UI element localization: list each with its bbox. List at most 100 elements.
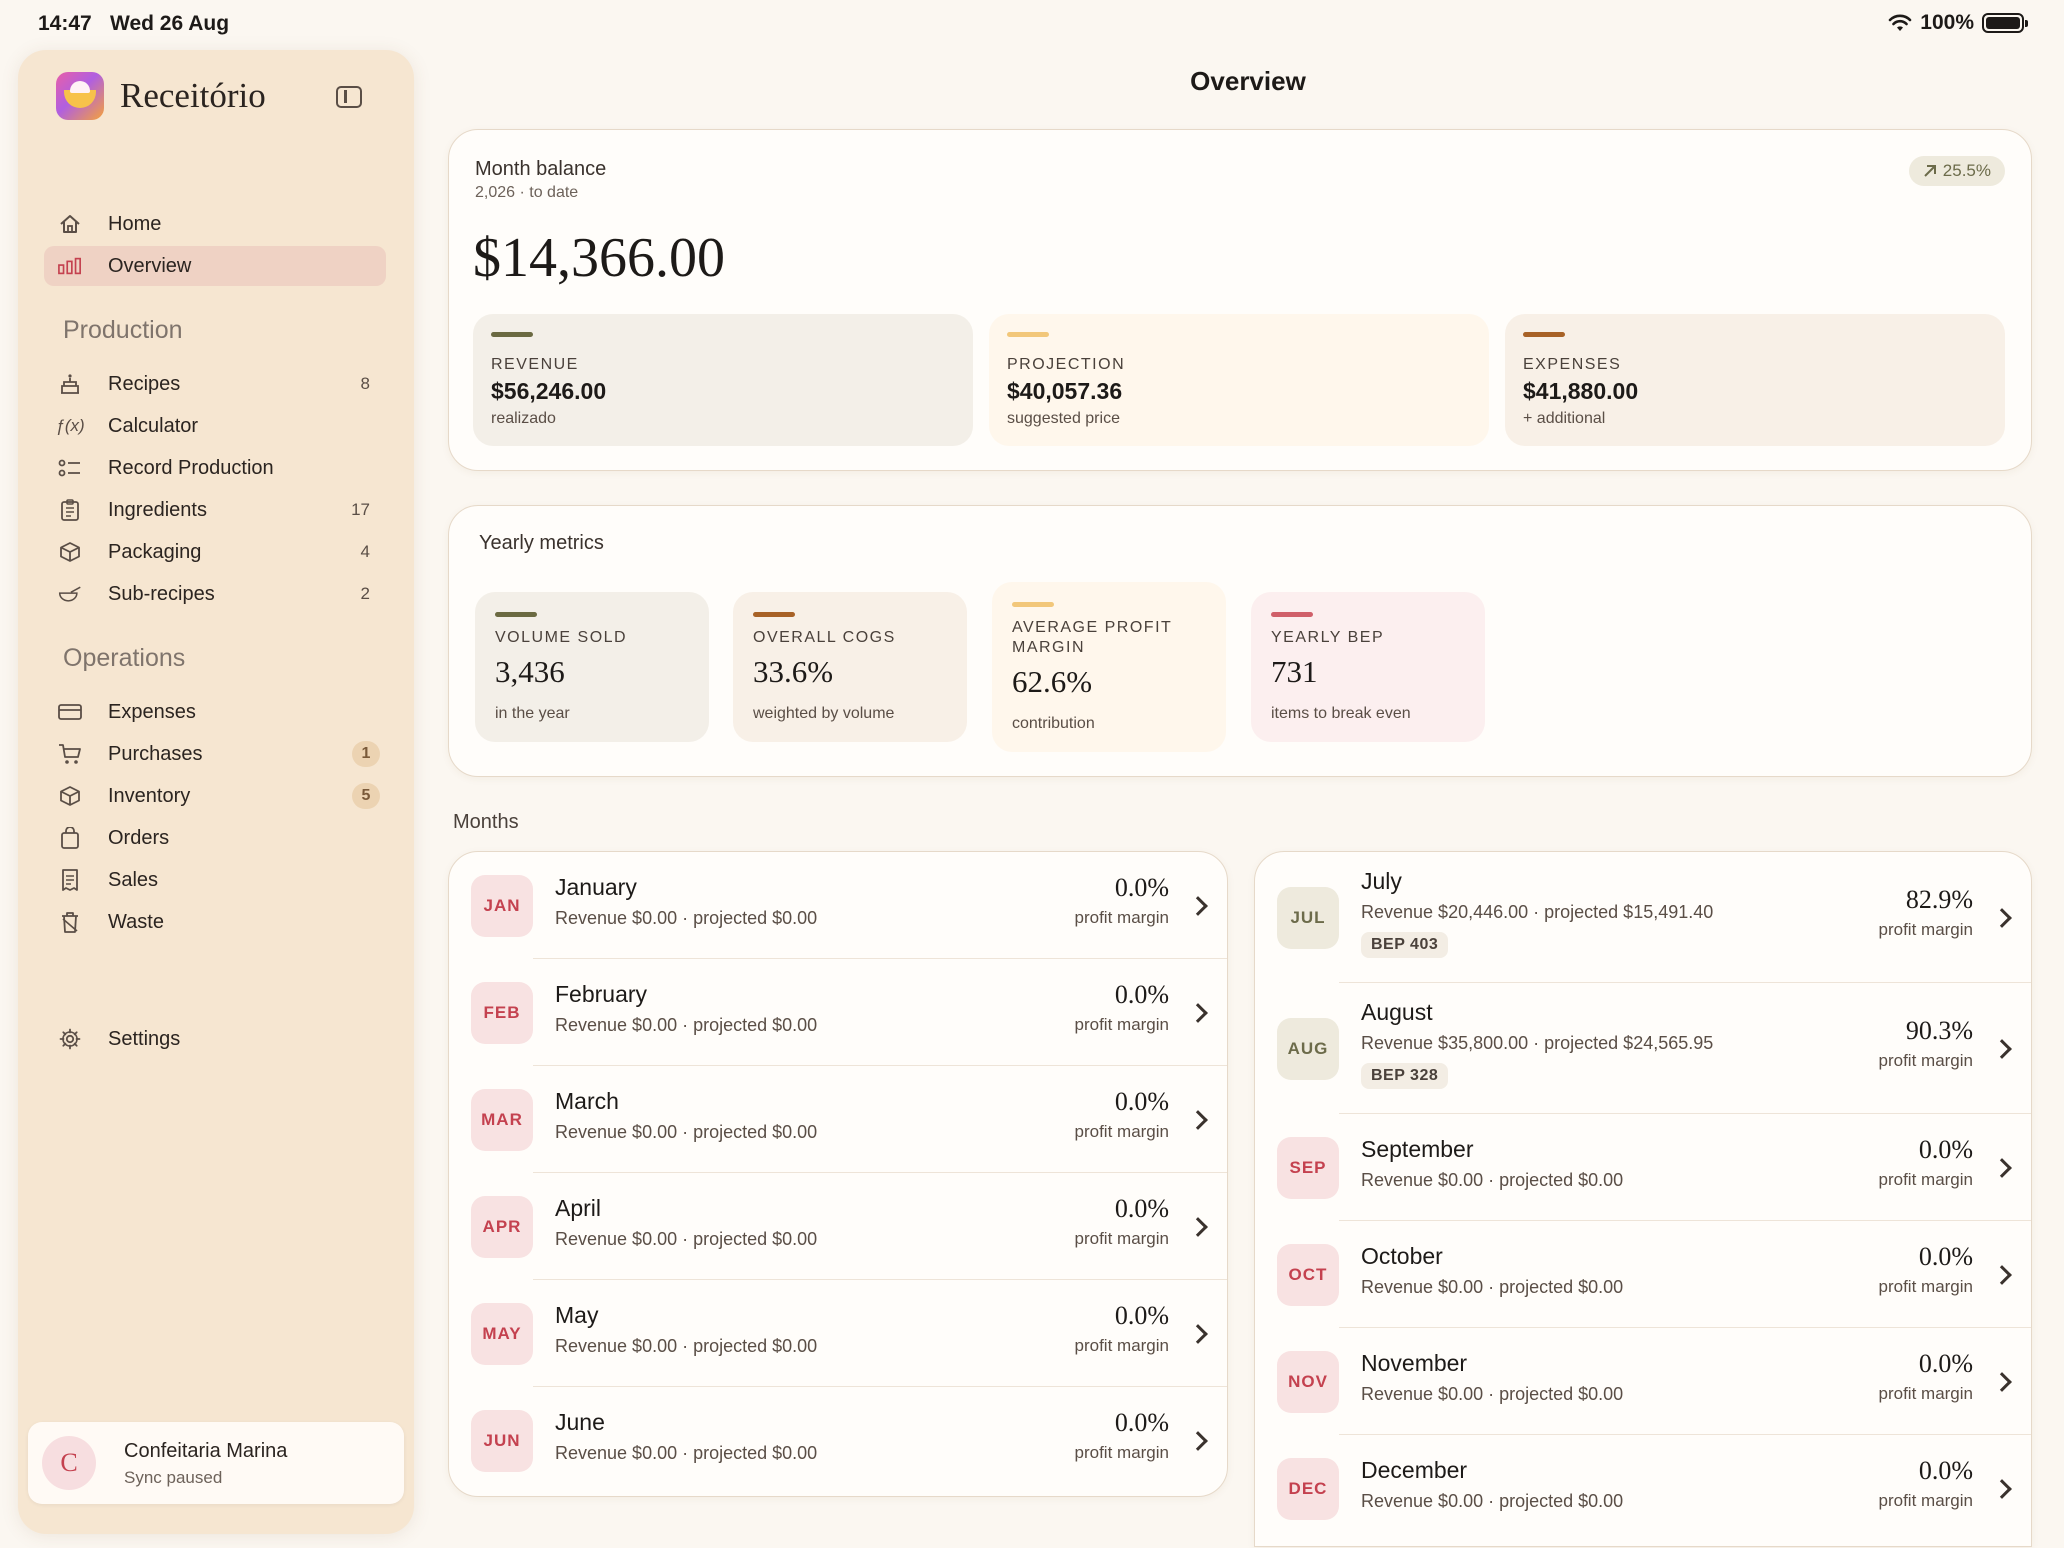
- bep-badge: BEP 328: [1361, 1063, 1449, 1089]
- sidebar-item-label: Record Production: [108, 456, 274, 479]
- metric-label: YEARLY BEP: [1271, 629, 1385, 646]
- sidebar-item-sub-recipes[interactable]: Sub-recipes 2: [44, 574, 386, 614]
- sidebar-item-overview[interactable]: Overview: [44, 246, 386, 286]
- month-name: October: [1361, 1242, 1443, 1269]
- app-logo-icon: [56, 72, 104, 120]
- months-title: Months: [453, 811, 519, 833]
- profit-margin-label: profit margin: [1878, 1383, 1973, 1403]
- metric-label: VOLUME SOLD: [495, 629, 628, 646]
- sidebar-item-recipes[interactable]: Recipes 8: [44, 364, 386, 404]
- sidebar-item-label: Home: [108, 212, 162, 235]
- chevron-right-icon: [1992, 1157, 2012, 1178]
- sidebar-item-orders[interactable]: Orders: [44, 818, 386, 858]
- stat-value: $56,246.00: [491, 378, 607, 404]
- bag-icon: [58, 827, 82, 849]
- gear-icon: [58, 1028, 82, 1050]
- stat-label: REVENUE: [491, 356, 579, 373]
- profile-name: Confeitaria Marina: [124, 1440, 288, 1462]
- sidebar-item-label: Purchases: [108, 742, 203, 765]
- month-row[interactable]: FEB February Revenue $0.00 · projected $0.…: [449, 959, 1227, 1066]
- month-detail: Revenue $20,446.00 · projected $15,491.4…: [1361, 902, 1714, 922]
- sidebar-item-expenses[interactable]: Expenses: [44, 692, 386, 732]
- month-tag: SEP: [1277, 1136, 1339, 1199]
- month-row[interactable]: SEP September Revenue $0.00 · projected $0…: [1255, 1114, 2031, 1221]
- month-detail: Revenue $0.00 · projected $0.00: [555, 1442, 818, 1463]
- brand: Receitório: [56, 72, 266, 120]
- stat-color-bar: [1007, 332, 1049, 337]
- house-icon: [58, 213, 82, 235]
- month-tag: OCT: [1277, 1243, 1339, 1306]
- sidebar-item-count: 2: [360, 584, 370, 603]
- sidebar-item-home[interactable]: Home: [44, 204, 386, 244]
- month-row[interactable]: APR April Revenue $0.00 · projected $0.00 0…: [449, 1173, 1227, 1280]
- sidebar-item-inventory[interactable]: Inventory 5: [44, 776, 386, 816]
- chevron-right-icon: [1992, 1478, 2012, 1499]
- month-name: September: [1361, 1135, 1474, 1162]
- sidebar-item-record-production[interactable]: Record Production: [44, 448, 386, 488]
- sidebar-item-count: 8: [360, 374, 370, 393]
- month-row[interactable]: MAY May Revenue $0.00 · projected $0.00 0.0…: [449, 1280, 1227, 1387]
- trend-badge: 25.5%: [1908, 156, 2005, 186]
- sidebar-item-label: Inventory: [108, 784, 191, 807]
- profit-margin-value: 0.0%: [1114, 1300, 1169, 1330]
- sidebar-item-packaging[interactable]: Packaging 4: [44, 532, 386, 572]
- profit-margin-value: 90.3%: [1905, 1015, 1973, 1045]
- stat-label: PROJECTION: [1007, 356, 1126, 373]
- profit-margin-value: 0.0%: [1114, 1086, 1169, 1116]
- status-right: 100%: [1888, 11, 2028, 35]
- month-name: December: [1361, 1456, 1468, 1483]
- month-row[interactable]: DEC December Revenue $0.00 · projected $0.…: [1255, 1435, 2031, 1542]
- profit-margin-label: profit margin: [1074, 907, 1169, 927]
- profit-margin-value: 82.9%: [1905, 884, 1973, 914]
- sidebar-toggle-icon[interactable]: [336, 86, 362, 108]
- chevron-right-icon: [1188, 1430, 1208, 1451]
- box-icon: [58, 785, 82, 807]
- sidebar-item-calculator[interactable]: ƒ(x) Calculator: [44, 406, 386, 446]
- battery-icon: [1982, 13, 2028, 33]
- wifi-icon: [1888, 14, 1912, 31]
- stat-note: + additional: [1523, 410, 1606, 427]
- stat-note: realizado: [491, 410, 556, 427]
- month-row[interactable]: JAN January Revenue $0.00 · projected $0.0…: [449, 852, 1227, 959]
- stat-color-bar: [1523, 332, 1565, 337]
- bowl-icon: [58, 583, 82, 605]
- chevron-right-icon: [1188, 895, 1208, 916]
- month-tag: DEC: [1277, 1457, 1339, 1520]
- stat-color-bar: [491, 332, 533, 337]
- month-row[interactable]: OCT October Revenue $0.00 · projected $0.0…: [1255, 1221, 2031, 1328]
- sidebar-item-purchases[interactable]: Purchases 1: [44, 734, 386, 774]
- sidebar-item-ingredients[interactable]: Ingredients 17: [44, 490, 386, 530]
- profile-card[interactable]: C Confeitaria Marina Sync paused: [28, 1422, 404, 1504]
- profit-margin-label: profit margin: [1878, 1276, 1973, 1296]
- chevron-right-icon: [1188, 1323, 1208, 1344]
- sidebar-item-count: 4: [360, 542, 370, 561]
- month-row[interactable]: JUN June Revenue $0.00 · projected $0.00 0.…: [449, 1387, 1227, 1494]
- sidebar-item-sales[interactable]: Sales: [44, 860, 386, 900]
- expenses-stat: EXPENSES $41,880.00 + additional: [1505, 314, 2005, 446]
- month-detail: Revenue $0.00 · projected $0.00: [555, 1228, 818, 1249]
- profit-margin-label: profit margin: [1074, 1442, 1169, 1462]
- projection-stat: PROJECTION $40,057.36 suggested price: [989, 314, 1489, 446]
- cart-icon: [58, 743, 82, 765]
- section-title-production: Production: [63, 316, 183, 344]
- row-divider: [533, 1278, 1227, 1280]
- section-title-operations: Operations: [63, 644, 186, 672]
- profit-margin-value: 0.0%: [1918, 1348, 1973, 1378]
- month-row[interactable]: AUG August Revenue $35,800.00 · projected …: [1255, 983, 2031, 1114]
- month-balance-subtitle: 2,026 · to date: [475, 184, 579, 201]
- stat-value: $41,880.00: [1523, 378, 1639, 404]
- profit-margin-value: 0.0%: [1114, 872, 1169, 902]
- month-row[interactable]: NOV November Revenue $0.00 · projected $0.…: [1255, 1328, 2031, 1435]
- month-detail: Revenue $0.00 · projected $0.00: [555, 1014, 818, 1035]
- sidebar-item-count: 17: [351, 500, 370, 519]
- month-row[interactable]: JUL July Revenue $20,446.00 · projected $1…: [1255, 852, 2031, 983]
- sidebar-item-waste[interactable]: Waste: [44, 902, 386, 942]
- month-tag: MAR: [471, 1088, 533, 1151]
- months-list-right: JUL July Revenue $20,446.00 · projected $1…: [1254, 851, 2032, 1547]
- row-divider: [1339, 1219, 2031, 1221]
- month-row[interactable]: MAR March Revenue $0.00 · projected $0.00 0…: [449, 1066, 1227, 1173]
- month-name: July: [1361, 868, 1402, 894]
- sidebar-item-settings[interactable]: Settings: [44, 1019, 386, 1059]
- profit-margin-value: 0.0%: [1114, 1407, 1169, 1437]
- metric-label: AVERAGE PROFIT MARGIN: [1012, 619, 1172, 656]
